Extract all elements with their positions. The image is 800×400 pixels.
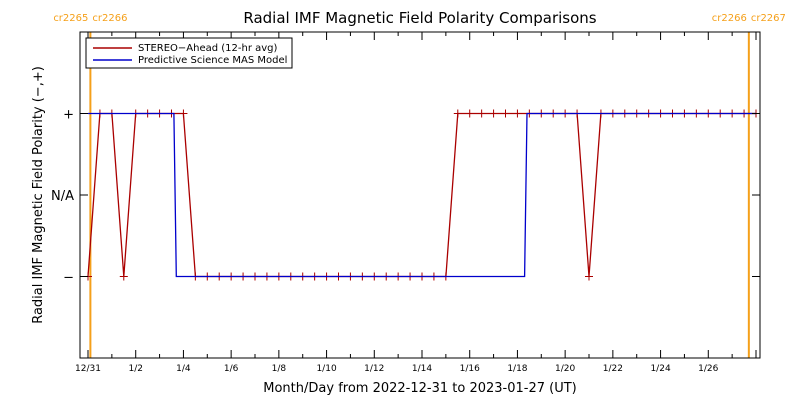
series-layer bbox=[84, 109, 760, 281]
series-0-point-42 bbox=[585, 272, 593, 281]
x-tick-label-0: 12/31 bbox=[75, 364, 101, 374]
carrington-rotation-markers bbox=[89, 32, 750, 358]
x-tick-label-7: 1/14 bbox=[412, 364, 432, 374]
chart-title: Radial IMF Magnetic Field Polarity Compa… bbox=[243, 9, 596, 27]
x-tick-label-10: 1/20 bbox=[555, 364, 575, 374]
x-tick-label-11: 1/22 bbox=[603, 364, 623, 374]
series-0-point-36 bbox=[513, 109, 522, 118]
series-line-1 bbox=[88, 112, 756, 278]
series-0-point-31 bbox=[453, 109, 462, 118]
legend-label-stereo: STEREO−Ahead (12-hr avg) bbox=[138, 43, 278, 54]
x-tick-label-12: 1/24 bbox=[650, 364, 670, 374]
y-tick-label-1: N/A bbox=[51, 189, 74, 204]
series-line-0 bbox=[87, 112, 756, 278]
x-tick-label-2: 1/4 bbox=[176, 364, 191, 374]
x-tick-label-9: 1/18 bbox=[507, 364, 527, 374]
series-0-point-32 bbox=[465, 109, 474, 118]
y-axis-label: Radial IMF Magnetic Field Polarity (−,+) bbox=[31, 66, 46, 324]
carrington-label-1-right: cr2267 bbox=[751, 13, 786, 24]
x-tick-label-8: 1/16 bbox=[460, 364, 480, 374]
x-axis-label: Month/Day from 2022-12-31 to 2023-01-27 … bbox=[263, 381, 576, 396]
axis-ticks: 12/31 1/2 1/4 1/6 1/8 1/10 1/12 1/14 1/16 1/18 1/2… bbox=[51, 32, 760, 374]
y-tick-label-0: + bbox=[63, 108, 74, 123]
x-tick-label-6: 1/12 bbox=[364, 364, 384, 374]
x-tick-label-4: 1/8 bbox=[272, 364, 287, 374]
y-tick-label-2: − bbox=[63, 271, 74, 286]
carrington-label-0-right: cr2266 bbox=[92, 13, 127, 24]
plot-frame bbox=[79, 31, 761, 359]
legend: STEREO−Ahead (12-hr avg) Predictive Scie… bbox=[85, 37, 293, 69]
x-tick-label-3: 1/6 bbox=[224, 364, 239, 374]
series-0-point-33 bbox=[477, 109, 486, 118]
carrington-label-1-left: cr2266 bbox=[712, 13, 747, 24]
series-0-point-35 bbox=[501, 109, 510, 118]
x-tick-label-5: 1/10 bbox=[316, 364, 336, 374]
legend-label-mas-model: Predictive Science MAS Model bbox=[138, 55, 287, 66]
legend-box bbox=[85, 37, 293, 69]
x-tick-label-13: 1/26 bbox=[698, 364, 718, 374]
series-0-point-8 bbox=[179, 109, 188, 118]
carrington-label-0-left: cr2265 bbox=[53, 13, 88, 24]
x-tick-label-1: 1/2 bbox=[128, 364, 142, 374]
series-0-point-3 bbox=[119, 272, 128, 281]
series-0-point-34 bbox=[489, 109, 498, 118]
